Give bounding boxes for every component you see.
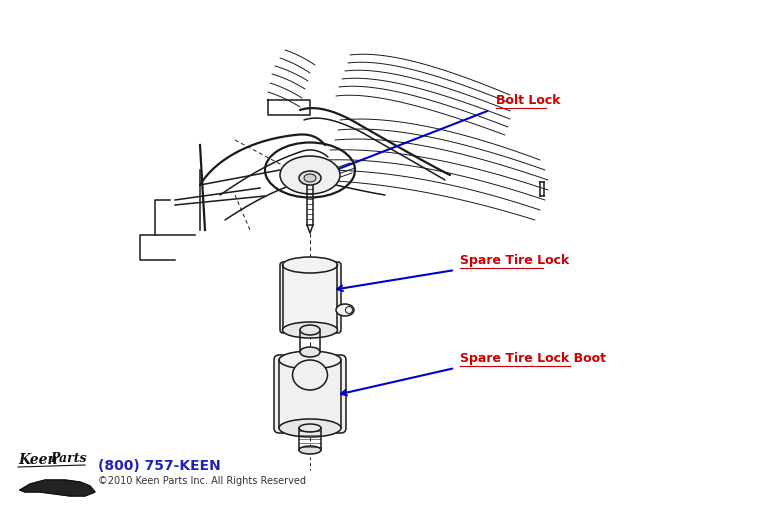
Text: (800) 757-KEEN: (800) 757-KEEN — [98, 459, 221, 473]
Polygon shape — [20, 480, 95, 496]
Ellipse shape — [299, 424, 321, 432]
FancyBboxPatch shape — [274, 355, 346, 433]
Ellipse shape — [280, 156, 340, 194]
Ellipse shape — [299, 446, 321, 454]
Ellipse shape — [293, 360, 327, 390]
Ellipse shape — [304, 174, 316, 182]
Text: Parts: Parts — [50, 452, 86, 465]
Ellipse shape — [336, 304, 354, 316]
Text: Bolt Lock: Bolt Lock — [496, 94, 561, 107]
FancyBboxPatch shape — [280, 262, 341, 333]
Text: Keen: Keen — [18, 453, 58, 467]
Text: Spare Tire Lock Boot: Spare Tire Lock Boot — [460, 352, 606, 365]
Ellipse shape — [279, 419, 341, 437]
Ellipse shape — [300, 325, 320, 335]
Ellipse shape — [283, 322, 337, 338]
Ellipse shape — [300, 347, 320, 357]
Ellipse shape — [299, 171, 321, 185]
Text: ©2010 Keen Parts Inc. All Rights Reserved: ©2010 Keen Parts Inc. All Rights Reserve… — [98, 476, 306, 486]
Ellipse shape — [279, 351, 341, 369]
Ellipse shape — [283, 257, 337, 273]
Text: Spare Tire Lock: Spare Tire Lock — [460, 254, 569, 267]
